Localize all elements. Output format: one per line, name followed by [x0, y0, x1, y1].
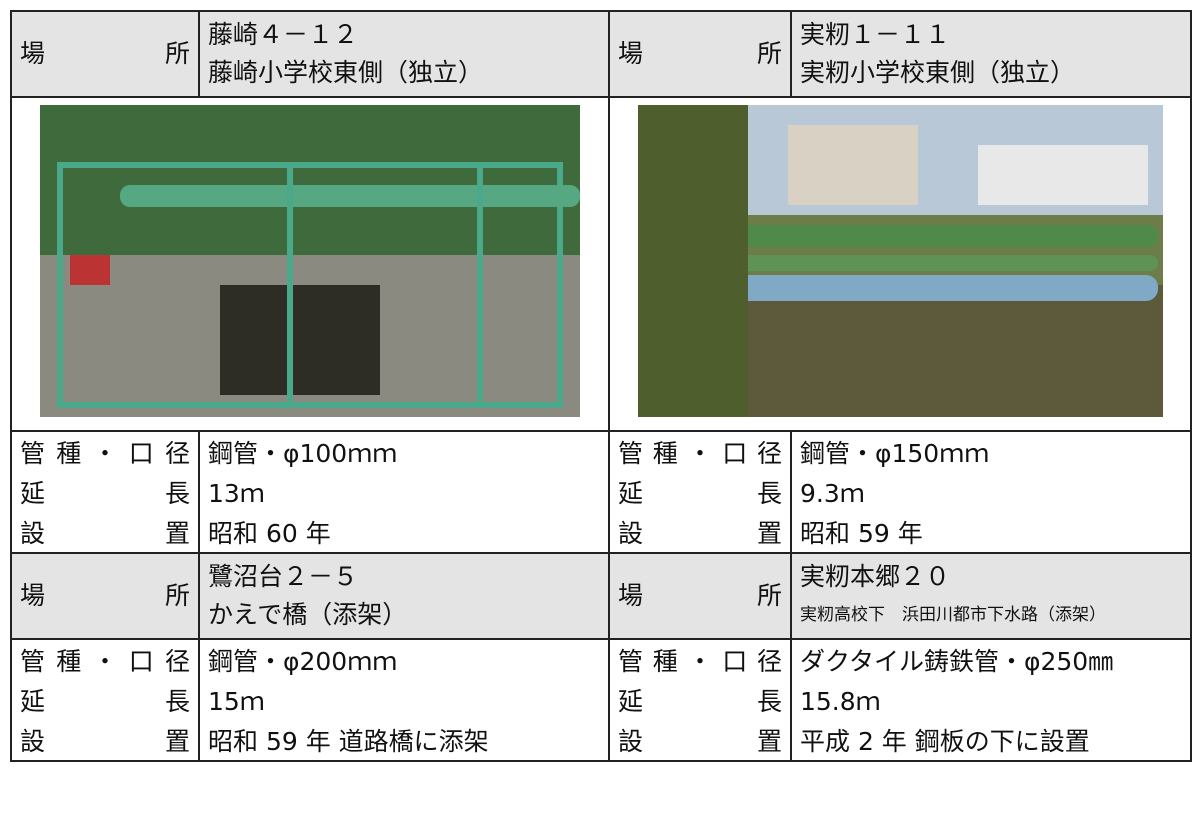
detail-label: 延長: [10, 472, 200, 512]
location-line: 藤崎小学校東側（独立）: [208, 58, 484, 87]
detail-label: 管種・口径: [608, 638, 792, 680]
detail-value: 13ｍ: [198, 472, 610, 512]
detail-label: 設置: [10, 512, 200, 554]
detail-value: 15.8ｍ: [790, 680, 1192, 720]
location-value: 実籾１－１１ 実籾小学校東側（独立）: [790, 10, 1192, 98]
location-line: 鷺沼台２－５: [208, 562, 359, 591]
document: 場所 藤崎４－１２ 藤崎小学校東側（独立） 場所 実籾１－１１ 実籾小学校東側（独立） 管種…: [10, 10, 1192, 762]
pipe-table: 場所 藤崎４－１２ 藤崎小学校東側（独立） 場所 実籾１－１１ 実籾小学校東側（独立） 管種…: [10, 10, 1192, 762]
location-line: かえで橋（添架）: [208, 600, 408, 629]
location-label: 場所: [10, 10, 200, 98]
detail-label: 延長: [10, 680, 200, 720]
detail-value: 鋼管・φ100ｍｍ: [198, 430, 610, 472]
detail-label: 管種・口径: [10, 638, 200, 680]
detail-label: 管種・口径: [608, 430, 792, 472]
detail-row: 延長 15ｍ 延長 15.8ｍ: [10, 680, 1192, 720]
location-row: 場所 藤崎４－１２ 藤崎小学校東側（独立） 場所 実籾１－１１ 実籾小学校東側（独立）: [10, 10, 1192, 98]
location-line: 実籾本郷２０: [800, 562, 951, 591]
detail-value: 昭和 60 年: [198, 512, 610, 554]
photo-cell: [10, 96, 610, 432]
photo: [637, 105, 1163, 417]
photo-cell: [608, 96, 1192, 432]
location-line: 実籾高校下 浜田川都市下水路（添架）: [800, 605, 1106, 625]
detail-value: 昭和 59 年: [790, 512, 1192, 554]
detail-row: 設置 昭和 59 年 道路橋に添架 設置 平成 2 年 鋼板の下に設置: [10, 720, 1192, 762]
detail-label: 延長: [608, 472, 792, 512]
detail-value: 9.3ｍ: [790, 472, 1192, 512]
photo-row: [10, 96, 1192, 432]
location-line: 実籾１－１１: [800, 20, 951, 49]
location-value: 鷺沼台２－５ かえで橋（添架）: [198, 552, 610, 640]
detail-row: 設置 昭和 60 年設置 昭和 59 年: [10, 512, 1192, 554]
detail-label: 設置: [608, 512, 792, 554]
detail-value: ダクタイル鋳鉄管・φ250㎜: [790, 638, 1192, 680]
detail-row: 延長 13ｍ 延長 9.3ｍ: [10, 472, 1192, 512]
detail-row: 管種・口径 鋼管・φ200ｍｍ 管種・口径 ダクタイル鋳鉄管・φ250㎜: [10, 638, 1192, 680]
location-label: 場所: [608, 552, 792, 640]
location-row: 場所 鷺沼台２－５ かえで橋（添架） 場所 実籾本郷２０ 実籾高校下 浜田川都市下水路（添…: [10, 552, 1192, 640]
detail-value: 鋼管・φ200ｍｍ: [198, 638, 610, 680]
location-value: 藤崎４－１２ 藤崎小学校東側（独立）: [198, 10, 610, 98]
detail-value: 鋼管・φ150ｍｍ: [790, 430, 1192, 472]
location-label: 場所: [10, 552, 200, 640]
location-label: 場所: [608, 10, 792, 98]
detail-value: 昭和 59 年 道路橋に添架: [198, 720, 610, 762]
location-line: 実籾小学校東側（独立）: [800, 58, 1076, 87]
detail-label: 管種・口径: [10, 430, 200, 472]
detail-label: 設置: [608, 720, 792, 762]
detail-value: 15ｍ: [198, 680, 610, 720]
detail-label: 延長: [608, 680, 792, 720]
detail-label: 設置: [10, 720, 200, 762]
detail-value: 平成 2 年 鋼板の下に設置: [790, 720, 1192, 762]
detail-row: 管種・口径 鋼管・φ100ｍｍ 管種・口径 鋼管・φ150ｍｍ: [10, 430, 1192, 472]
photo: [40, 105, 580, 417]
location-line: 藤崎４－１２: [208, 20, 359, 49]
location-value: 実籾本郷２０ 実籾高校下 浜田川都市下水路（添架）: [790, 552, 1192, 640]
